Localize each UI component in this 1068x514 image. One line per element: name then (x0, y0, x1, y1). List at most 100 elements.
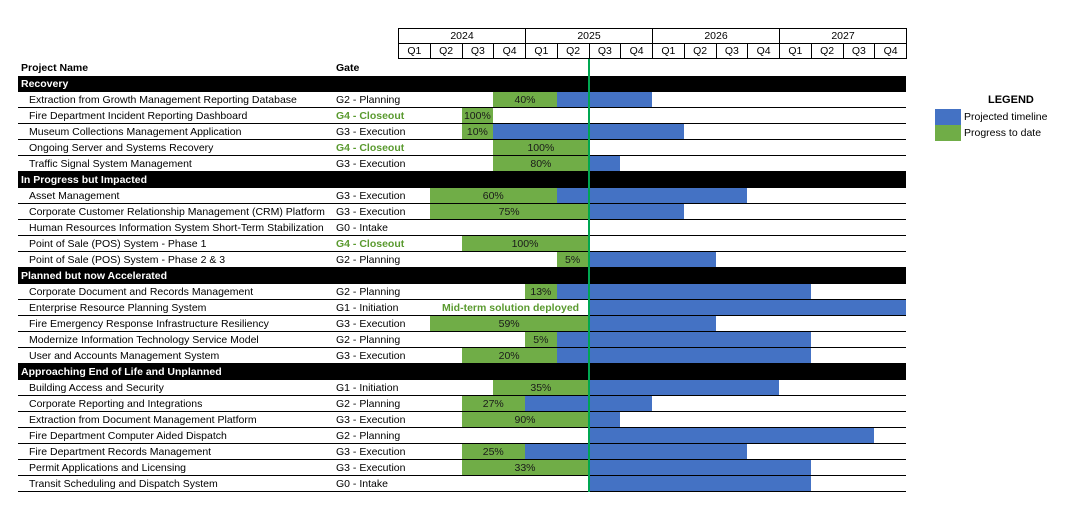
project-name: Extraction from Document Management Plat… (29, 414, 257, 426)
project-name: Corporate Document and Records Managemen… (29, 286, 254, 298)
row-separator (18, 331, 906, 332)
row-separator (18, 427, 906, 428)
progress-bar (493, 380, 589, 396)
project-gate: G4 - Closeout (336, 142, 405, 154)
project-name: Modernize Information Technology Service… (29, 334, 259, 346)
progress-bar (429, 204, 589, 220)
row-separator (18, 107, 906, 108)
category-band (18, 172, 906, 188)
row-separator (18, 235, 906, 236)
legend-title: LEGEND (988, 94, 1034, 106)
progress-bar (556, 252, 589, 268)
projected-bar (525, 444, 748, 460)
year-header: 2024 (398, 28, 526, 44)
category-label: Recovery (21, 78, 69, 90)
project-gate: G2 - Planning (336, 398, 401, 410)
year-header: 2026 (652, 28, 780, 44)
progress-bar (461, 348, 557, 364)
progress-label: 20% (498, 350, 520, 362)
projected-bar (588, 300, 906, 316)
quarter-header: Q4 (747, 43, 780, 59)
quarter-header: Q4 (874, 43, 907, 59)
project-gate: G0 - Intake (336, 478, 388, 490)
projected-bar (588, 156, 621, 172)
progress-label: 5% (533, 334, 549, 346)
project-gate: G3 - Execution (336, 462, 406, 474)
quarter-header: Q3 (715, 43, 749, 59)
progress-bar (493, 156, 589, 172)
projected-bar (556, 348, 811, 364)
category-band (18, 364, 906, 380)
category-label: Approaching End of Life and Unplanned (21, 366, 222, 378)
project-name: Fire Department Records Management (29, 446, 212, 458)
row-separator (18, 203, 906, 204)
project-gate: G3 - Execution (336, 126, 406, 138)
row-separator (18, 171, 906, 172)
row-separator (18, 411, 906, 412)
progress-label: 33% (514, 462, 536, 474)
project-gate: G3 - Execution (336, 158, 406, 170)
progress-label: 100% (511, 238, 539, 250)
quarter-header: Q3 (588, 43, 622, 59)
row-separator (18, 443, 906, 444)
legend-swatch (935, 125, 961, 141)
project-name: Ongoing Server and Systems Recovery (29, 142, 214, 154)
quarter-header: Q1 (398, 43, 431, 59)
row-separator (18, 123, 906, 124)
progress-bar (461, 396, 525, 412)
project-name: Permit Applications and Licensing (29, 462, 187, 474)
project-gate: G3 - Execution (336, 190, 406, 202)
project-gate: G2 - Planning (336, 334, 401, 346)
projected-bar (588, 252, 716, 268)
project-name-header: Project Name (21, 62, 89, 74)
project-gate: G3 - Execution (336, 414, 406, 426)
projected-bar (588, 316, 716, 332)
projected-bar (556, 284, 811, 300)
project-name: Point of Sale (POS) System - Phase 2 & 3 (29, 254, 226, 266)
project-name: User and Accounts Management System (29, 350, 220, 362)
progress-bar (461, 460, 589, 476)
legend-label: Projected timeline (964, 111, 1048, 123)
project-name: Museum Collections Management Applicatio… (29, 126, 242, 138)
project-gate: G3 - Execution (336, 350, 406, 362)
progress-label: 25% (482, 446, 504, 458)
progress-bar (525, 332, 557, 348)
category-label: Planned but now Accelerated (21, 270, 168, 282)
progress-bar (461, 412, 589, 428)
progress-label: 5% (565, 254, 581, 266)
quarter-header: Q1 (525, 43, 558, 59)
quarter-header: Q3 (842, 43, 876, 59)
row-separator (18, 475, 906, 476)
projected-bar (588, 428, 875, 444)
projected-bar (556, 188, 748, 204)
quarter-header: Q1 (652, 43, 685, 59)
projected-bar (556, 332, 811, 348)
year-header: 2027 (779, 28, 907, 44)
projected-bar (588, 476, 811, 492)
project-gate: G3 - Execution (336, 446, 406, 458)
category-band (18, 76, 906, 92)
progress-bar (493, 92, 557, 108)
progress-label: 60% (482, 190, 504, 202)
project-gate: G2 - Planning (336, 94, 401, 106)
row-separator (18, 315, 906, 316)
progress-label: 100% (527, 142, 555, 154)
quarter-header: Q4 (493, 43, 526, 59)
project-name: Traffic Signal System Management (29, 158, 192, 170)
project-gate: G2 - Planning (336, 286, 401, 298)
row-separator (18, 155, 906, 156)
project-name: Building Access and Security (29, 382, 164, 394)
row-separator (18, 347, 906, 348)
project-name: Human Resources Information System Short… (29, 222, 324, 234)
progress-label: 35% (530, 382, 552, 394)
progress-label: 75% (498, 206, 520, 218)
legend-label: Progress to date (964, 127, 1042, 139)
progress-label: 100% (463, 110, 491, 122)
progress-bar (493, 140, 589, 156)
row-separator (18, 299, 906, 300)
row-separator (18, 267, 906, 268)
category-label: In Progress but Impacted (21, 174, 148, 186)
projected-bar (588, 460, 811, 476)
category-band (18, 268, 906, 284)
project-gate: G3 - Execution (336, 206, 406, 218)
